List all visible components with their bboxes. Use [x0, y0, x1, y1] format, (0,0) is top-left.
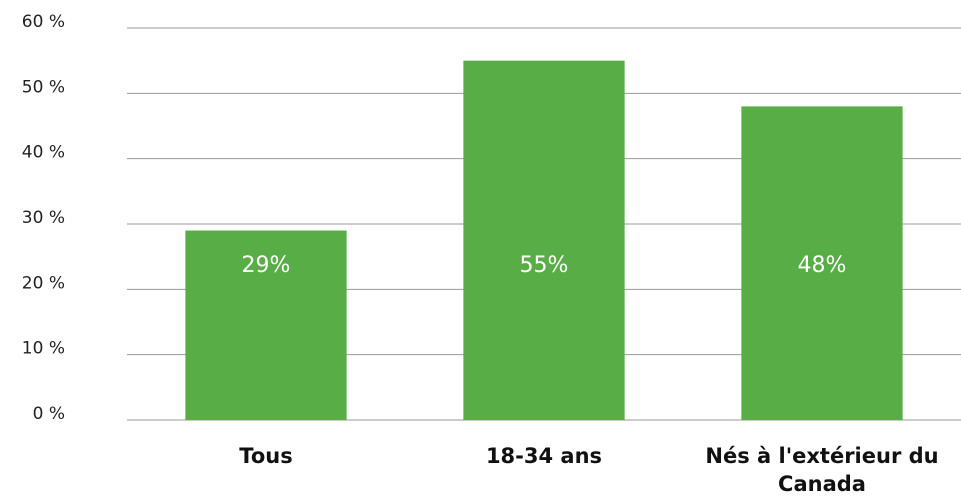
- y-tick-label: 10 %: [22, 339, 65, 359]
- y-tick-label: 20 %: [22, 273, 65, 293]
- value-label: 55%: [520, 253, 569, 278]
- x-tick-label: 18-34 ans: [485, 444, 603, 468]
- x-tick-label: Tous: [239, 444, 293, 468]
- y-tick-label: 0 %: [33, 404, 65, 424]
- y-tick-label: 30 %: [22, 208, 65, 228]
- bar: [185, 230, 347, 420]
- bar: [463, 60, 625, 421]
- y-tick-label: 50 %: [22, 77, 65, 97]
- y-tick-label: 40 %: [22, 143, 65, 163]
- value-label: 48%: [798, 253, 847, 278]
- y-tick-label: 60 %: [22, 12, 65, 32]
- x-tick-label: Nés à l'extérieur du Canada: [705, 444, 939, 496]
- bar: [741, 106, 903, 421]
- value-label: 29%: [242, 253, 291, 278]
